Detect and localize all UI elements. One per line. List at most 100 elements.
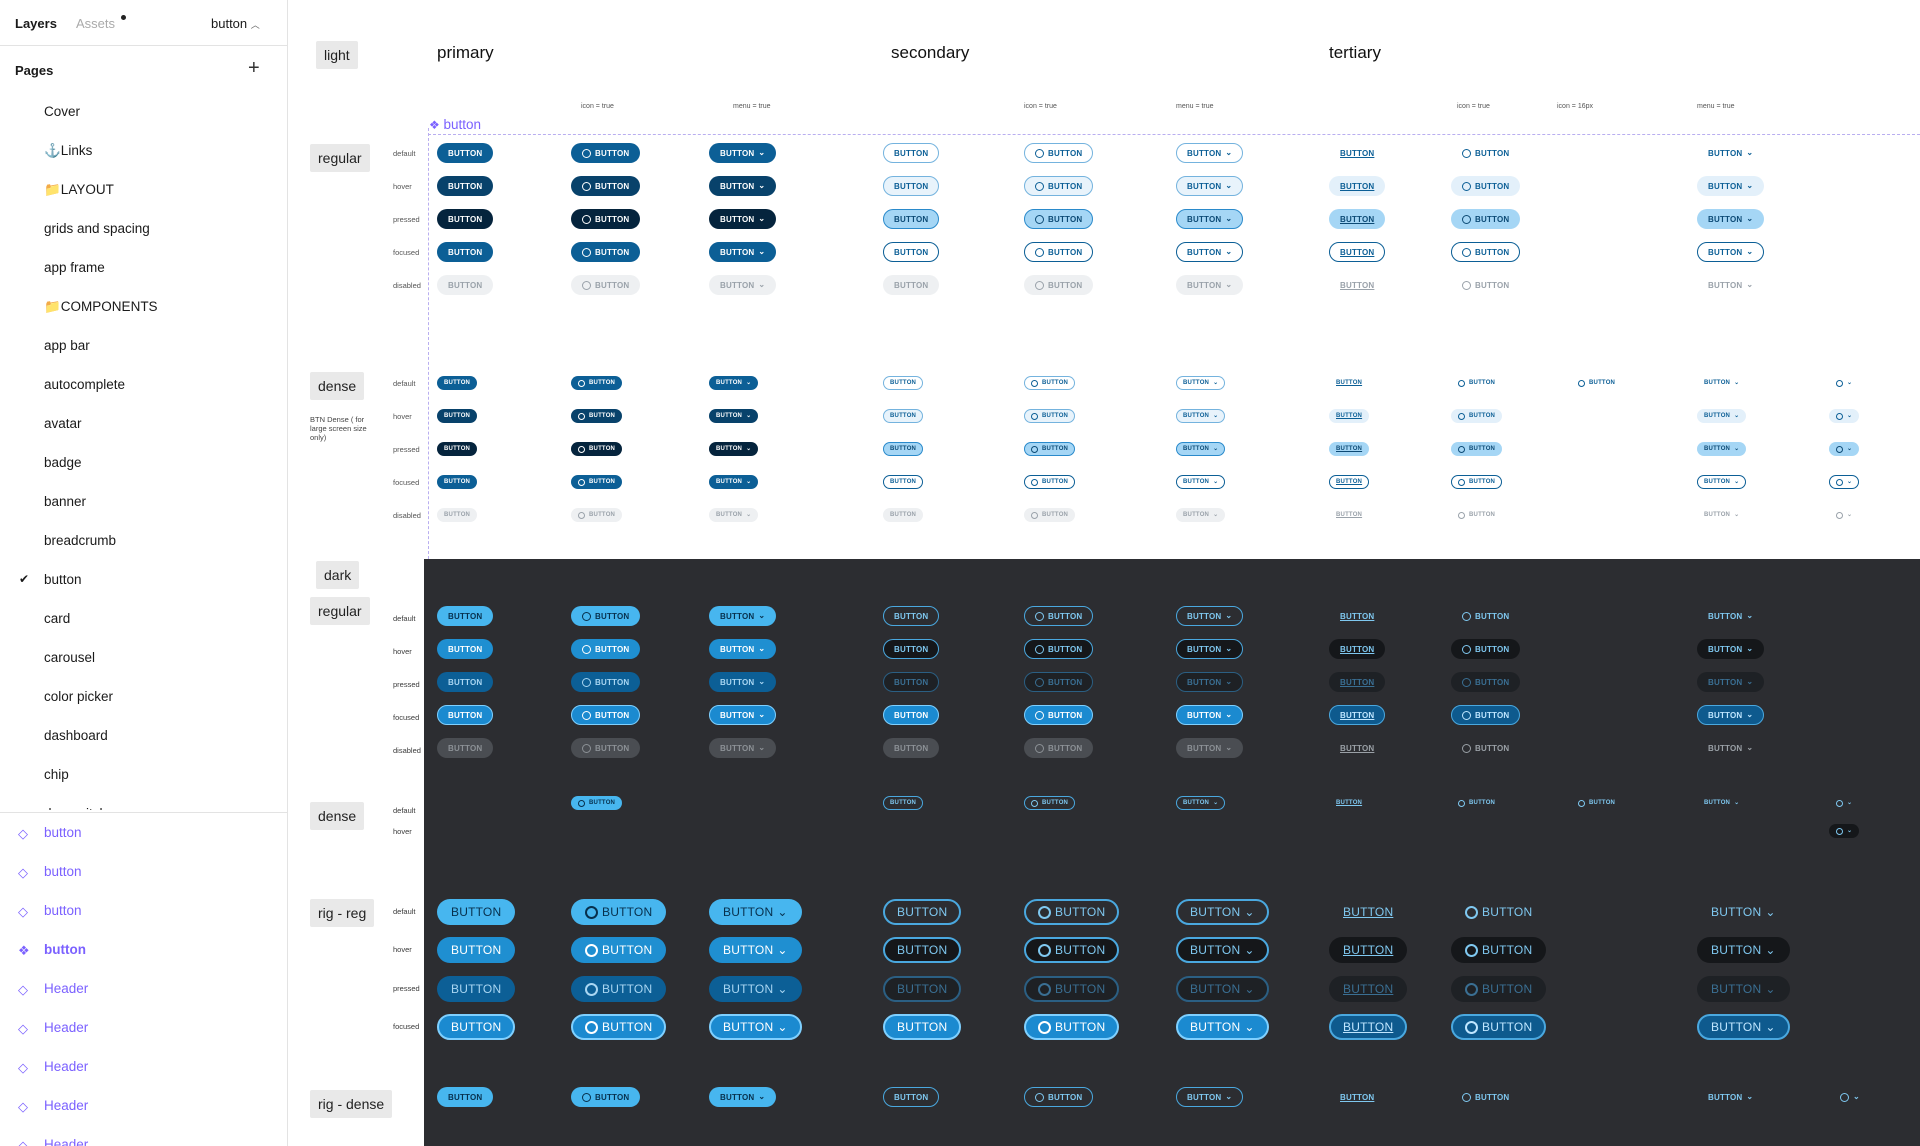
variant-button[interactable]: BUTTON [571, 738, 641, 758]
variant-button[interactable]: BUTTON [883, 176, 940, 196]
variant-button[interactable]: BUTTON [883, 209, 940, 229]
tab-assets[interactable]: Assets [76, 16, 116, 31]
variant-button[interactable]: BUTTON [883, 705, 940, 725]
variant-button[interactable]: BUTTON [1451, 937, 1547, 963]
variant-button[interactable]: BUTTON [437, 705, 494, 725]
variant-button[interactable]: BUTTON ⌄ [1176, 738, 1244, 758]
variant-button[interactable]: BUTTON [571, 442, 623, 456]
variant-button[interactable]: BUTTON ⌄ [709, 442, 759, 456]
variant-button[interactable]: BUTTON ⌄ [1697, 796, 1746, 810]
layer-item[interactable]: ◇ Header [0, 1009, 287, 1048]
variant-button[interactable]: ⌄ [1829, 409, 1860, 423]
page-item[interactable]: ⚓Links [0, 131, 287, 170]
variant-button[interactable]: BUTTON [437, 508, 478, 522]
variant-button[interactable]: BUTTON ⌄ [709, 176, 777, 196]
variant-button[interactable]: BUTTON [571, 508, 623, 522]
variant-button[interactable]: BUTTON ⌄ [1176, 442, 1226, 456]
variant-button[interactable]: BUTTON [437, 1087, 494, 1107]
variant-button[interactable]: BUTTON [571, 606, 641, 626]
variant-button[interactable]: BUTTON ⌄ [709, 209, 777, 229]
variant-button[interactable]: BUTTON [1329, 209, 1386, 229]
page-item[interactable]: 📁LAYOUT [0, 170, 287, 209]
variant-button[interactable]: BUTTON [1451, 242, 1521, 262]
variant-button[interactable]: BUTTON [1024, 899, 1120, 925]
variant-button[interactable]: BUTTON [883, 672, 940, 692]
variant-button[interactable]: BUTTON [1329, 1014, 1408, 1040]
variant-button[interactable]: BUTTON ⌄ [709, 899, 802, 925]
variant-button[interactable]: BUTTON [437, 176, 494, 196]
variant-button[interactable]: BUTTON [1329, 937, 1408, 963]
variant-button[interactable]: BUTTON ⌄ [1697, 242, 1765, 262]
variant-button[interactable]: BUTTON ⌄ [1697, 508, 1746, 522]
variant-button[interactable]: BUTTON ⌄ [1176, 508, 1226, 522]
variant-button[interactable]: BUTTON [883, 1087, 940, 1107]
variant-button[interactable]: BUTTON ⌄ [1176, 672, 1244, 692]
variant-button[interactable]: BUTTON [1329, 475, 1370, 489]
variant-button[interactable]: ⌄ [1829, 508, 1859, 522]
variant-button[interactable]: ⌄ [1829, 1087, 1871, 1107]
tab-layers[interactable]: Layers [15, 16, 57, 31]
variant-button[interactable]: BUTTON [1024, 209, 1094, 229]
variant-button[interactable]: BUTTON [883, 508, 924, 522]
variant-button[interactable]: BUTTON [1451, 639, 1521, 659]
variant-button[interactable]: BUTTON [883, 376, 924, 390]
variant-button[interactable]: BUTTON [571, 976, 667, 1002]
layer-item[interactable]: ❖ button [0, 931, 287, 970]
variant-button[interactable]: BUTTON [571, 275, 641, 295]
variant-button[interactable]: BUTTON ⌄ [1176, 705, 1244, 725]
variant-button[interactable]: BUTTON [571, 899, 667, 925]
variant-button[interactable]: BUTTON ⌄ [1697, 475, 1747, 489]
variant-button[interactable]: BUTTON ⌄ [1176, 242, 1244, 262]
variant-button[interactable]: BUTTON [1451, 376, 1502, 390]
variant-button[interactable]: BUTTON [883, 475, 924, 489]
variant-button[interactable]: BUTTON [1329, 639, 1386, 659]
variant-button[interactable]: BUTTON [1329, 376, 1369, 390]
variant-button[interactable]: BUTTON [1571, 376, 1622, 390]
variant-button[interactable]: BUTTON [883, 899, 962, 925]
variant-button[interactable]: BUTTON [1451, 705, 1521, 725]
variant-button[interactable]: BUTTON ⌄ [709, 738, 777, 758]
variant-button[interactable]: BUTTON [1329, 442, 1370, 456]
variant-button[interactable]: BUTTON [1329, 705, 1386, 725]
variant-button[interactable]: BUTTON [883, 796, 924, 810]
variant-button[interactable]: BUTTON ⌄ [1176, 796, 1226, 810]
page-item[interactable]: app bar [0, 326, 287, 365]
variant-button[interactable]: BUTTON [437, 976, 516, 1002]
variant-button[interactable]: BUTTON [883, 275, 940, 295]
variant-button[interactable]: BUTTON ⌄ [1697, 176, 1765, 196]
variant-button[interactable]: BUTTON [437, 143, 494, 163]
variant-button[interactable]: BUTTON [1571, 796, 1622, 810]
page-item[interactable]: avatar [0, 404, 287, 443]
variant-button[interactable]: BUTTON [1329, 976, 1408, 1002]
variant-button[interactable]: ⌄ [1829, 824, 1860, 838]
variant-button[interactable]: BUTTON [571, 475, 623, 489]
variant-button[interactable]: BUTTON ⌄ [1176, 1014, 1269, 1040]
variant-button[interactable]: BUTTON [883, 1014, 962, 1040]
variant-button[interactable]: BUTTON [1329, 738, 1385, 758]
variant-button[interactable]: BUTTON [1451, 475, 1503, 489]
variant-button[interactable]: BUTTON [1451, 176, 1521, 196]
variant-button[interactable]: BUTTON [1451, 508, 1502, 522]
variant-button[interactable]: BUTTON ⌄ [1697, 705, 1765, 725]
design-canvas[interactable]: ❖ button light primary secondary tertiar… [289, 0, 1920, 1146]
variant-button[interactable]: BUTTON ⌄ [1697, 1087, 1764, 1107]
variant-button[interactable]: BUTTON [437, 899, 516, 925]
variant-button[interactable]: BUTTON ⌄ [1176, 976, 1269, 1002]
variant-button[interactable]: BUTTON ⌄ [1176, 275, 1244, 295]
variant-button[interactable]: BUTTON [1329, 143, 1385, 163]
variant-button[interactable]: BUTTON ⌄ [709, 475, 759, 489]
variant-button[interactable]: BUTTON [1024, 1014, 1120, 1040]
variant-button[interactable]: BUTTON [1024, 705, 1094, 725]
variant-button[interactable]: BUTTON [437, 1014, 516, 1040]
variant-button[interactable]: BUTTON [1451, 738, 1520, 758]
layer-item[interactable]: ◇ Header [0, 1087, 287, 1126]
variant-button[interactable]: BUTTON [437, 475, 478, 489]
variant-button[interactable]: BUTTON ⌄ [1697, 976, 1790, 1002]
variant-button[interactable]: BUTTON ⌄ [1176, 209, 1244, 229]
variant-button[interactable]: BUTTON [571, 796, 623, 810]
variant-button[interactable]: BUTTON [883, 937, 962, 963]
variant-button[interactable]: BUTTON [1024, 1087, 1094, 1107]
variant-button[interactable]: BUTTON [1024, 475, 1076, 489]
variant-button[interactable]: ⌄ [1829, 442, 1860, 456]
variant-button[interactable]: ⌄ [1829, 475, 1860, 489]
